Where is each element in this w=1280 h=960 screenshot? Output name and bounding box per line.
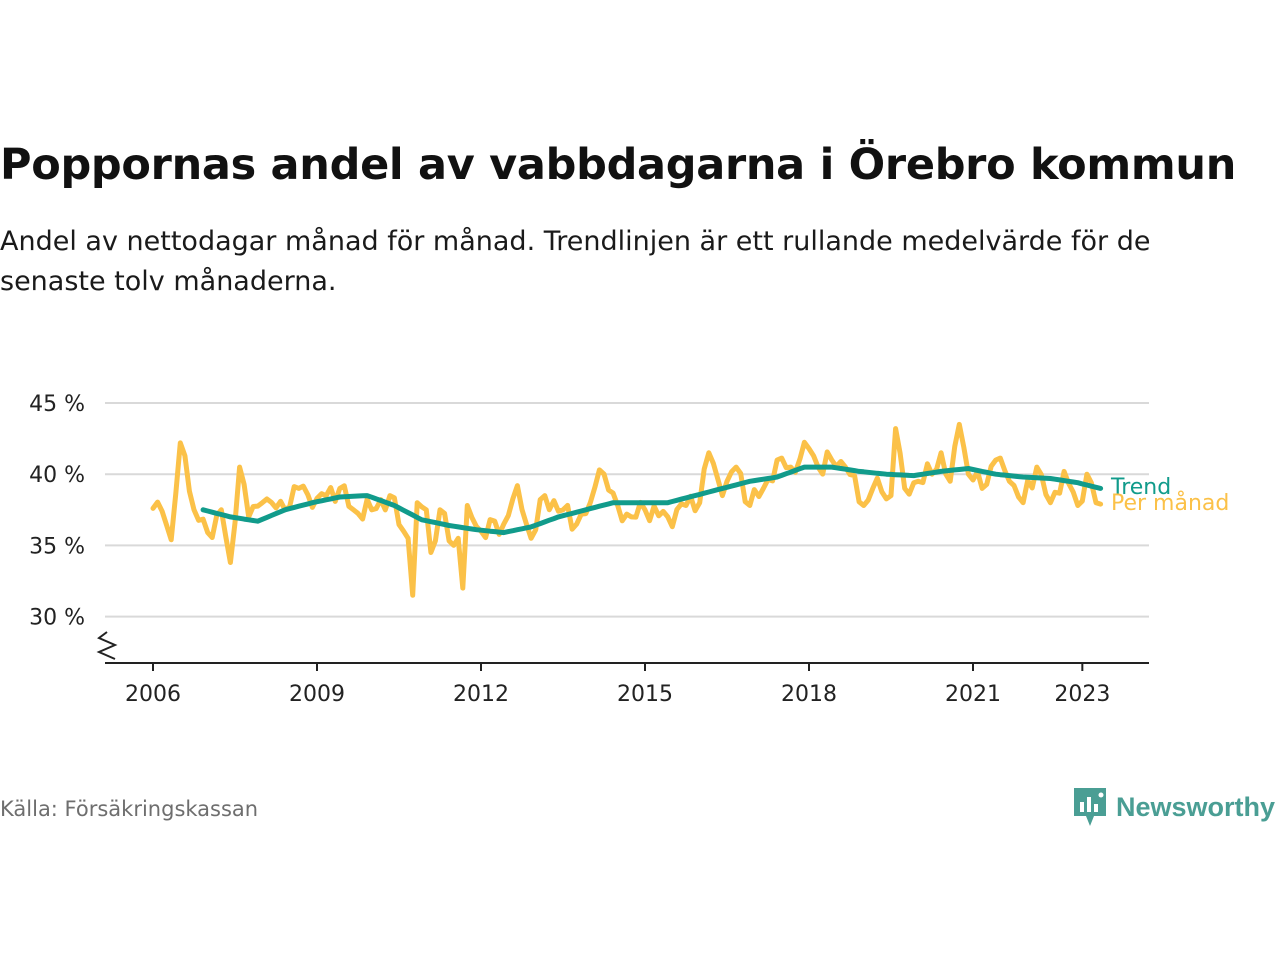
series-line-trend [200,464,1104,536]
series-label-per-manad: Per månad [1111,490,1229,516]
x-tick-label: 2015 [617,682,673,707]
x-tick-label: 2018 [781,682,837,707]
y-tick-label: 40 % [29,463,85,488]
x-tick-label: 2012 [453,682,509,707]
x-tick-label: 2006 [125,682,181,707]
brand-name: Newsworthy [1116,791,1276,822]
x-axis-ticks: 2006 2009 2012 2015 2018 2021 2023 [125,663,1110,707]
y-tick-label: 30 % [29,606,85,631]
x-tick-label: 2023 [1054,682,1110,707]
x-tick-label: 2009 [289,682,345,707]
newsworthy-logo-icon [1074,788,1106,826]
y-axis-break-icon [96,631,118,660]
line-chart: 30 % 35 % 40 % 45 % 2006 2009 2012 2015 2018 202… [29,392,1229,707]
source-note: Källa: Försäkringskassan [0,797,259,821]
y-tick-label: 35 % [29,534,85,559]
chart-title: Poppornas andel av vabbdagarna i Örebro … [0,140,1237,190]
series-label-trend: Trend [1110,475,1171,500]
y-tick-label: 45 % [29,392,85,417]
x-tick-label: 2021 [945,682,1001,707]
y-axis-tick-labels: 30 % 35 % 40 % 45 % [29,392,85,631]
newsworthy-brand: Newsworthy [1072,785,1275,829]
grid-lines [105,402,1149,618]
chart-subtitle: Andel av nettodagar månad för månad. Tre… [0,226,1151,297]
series-line-per-manad [150,421,1104,598]
